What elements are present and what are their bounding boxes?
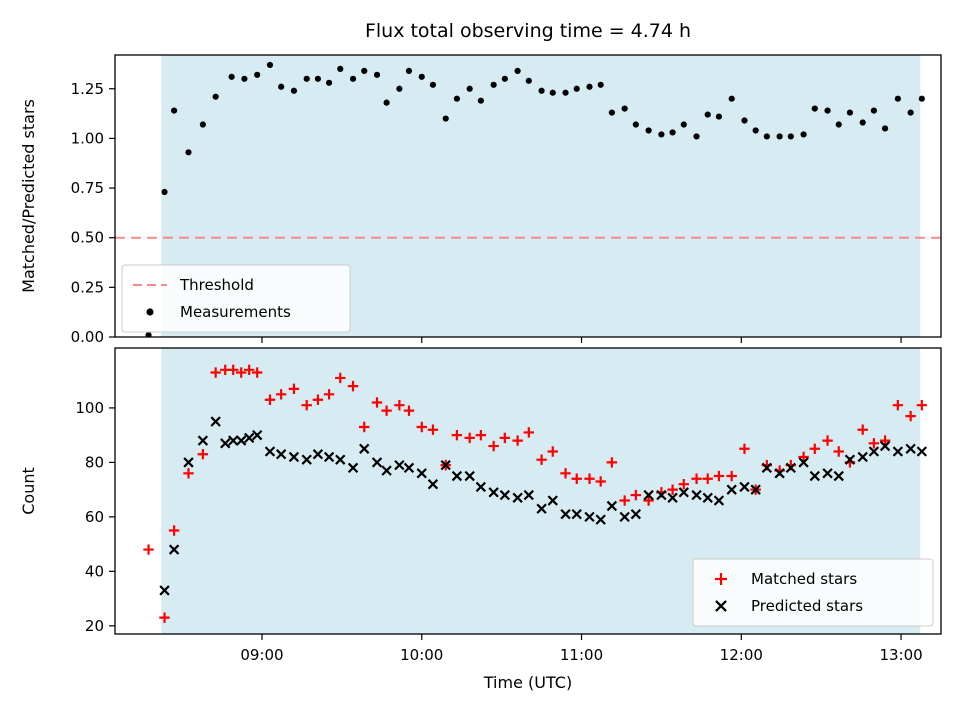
- legend-label: Matched stars: [751, 570, 857, 588]
- y-tick-label: 1.00: [71, 129, 104, 147]
- y-axis: 20 40 60 80 100: [75, 399, 115, 635]
- y-tick-label: 100: [75, 399, 104, 417]
- y-axis-label: Count: [19, 467, 38, 515]
- legend: Matched stars Predicted stars: [692, 558, 934, 627]
- axes-frame: [114, 347, 942, 635]
- series-measurements: [145, 61, 925, 337]
- y-tick-label: 20: [85, 617, 104, 635]
- series-predicted-stars: [159, 416, 928, 596]
- y-tick-label: 0.50: [71, 229, 104, 247]
- x-axis: [261, 337, 902, 343]
- x-tick-label: 09:00: [240, 646, 283, 664]
- legend: Threshold Measurements: [121, 264, 351, 333]
- chart-title: Flux total observing time = 4.74 h: [365, 20, 691, 42]
- top-panel: 0.00 0.25 0.50 0.75 1.00 1.25 Matched/Predicte…: [19, 20, 942, 346]
- legend-label: Predicted stars: [751, 597, 863, 615]
- y-tick-label: 0.75: [71, 179, 104, 197]
- legend-label: Measurements: [180, 303, 291, 321]
- y-axis: 0.00 0.25 0.50 0.75 1.00 1.25: [71, 80, 115, 346]
- x-tick-label: 11:00: [560, 646, 603, 664]
- axes-frame: [114, 54, 942, 338]
- y-axis-label: Matched/Predicted stars: [19, 99, 38, 293]
- x-tick-label: 13:00: [879, 646, 922, 664]
- y-tick-label: 0.25: [71, 278, 104, 296]
- series-matched-stars: [143, 364, 928, 623]
- x-tick-label: 12:00: [720, 646, 763, 664]
- y-tick-label: 80: [85, 453, 104, 471]
- y-tick-label: 60: [85, 508, 104, 526]
- y-tick-label: 0.00: [71, 328, 104, 346]
- x-tick-label: 10:00: [400, 646, 443, 664]
- y-tick-label: 1.25: [71, 80, 104, 98]
- y-tick-label: 40: [85, 562, 104, 580]
- x-axis: 09:00 10:00 11:00 12:00 13:00: [240, 634, 923, 664]
- x-axis-label: Time (UTC): [483, 673, 572, 692]
- bottom-panel: 09:00 10:00 11:00 12:00 13:00 20 40 60 80 100 Coun…: [19, 347, 942, 692]
- legend-label: Threshold: [179, 276, 254, 294]
